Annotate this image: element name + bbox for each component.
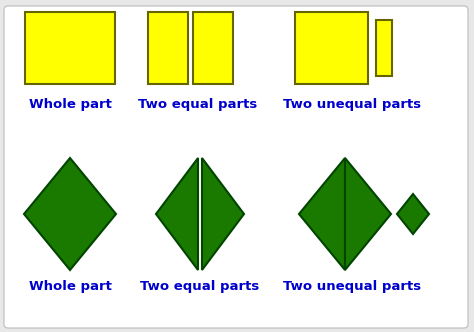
Text: Two unequal parts: Two unequal parts (283, 280, 421, 293)
Bar (193, 12, 233, 84)
Polygon shape (156, 158, 198, 270)
Polygon shape (345, 158, 391, 270)
Bar (148, 12, 188, 84)
Text: Two equal parts: Two equal parts (140, 280, 260, 293)
Text: Whole part: Whole part (28, 98, 111, 111)
Bar (295, 12, 368, 84)
Text: Two unequal parts: Two unequal parts (283, 98, 421, 111)
Polygon shape (299, 158, 345, 270)
FancyBboxPatch shape (4, 6, 468, 328)
Text: Whole part: Whole part (28, 280, 111, 293)
Text: Two equal parts: Two equal parts (138, 98, 258, 111)
Bar (25, 12, 115, 84)
Polygon shape (202, 158, 244, 270)
Polygon shape (397, 194, 429, 234)
Bar (376, 20, 392, 76)
Polygon shape (24, 158, 116, 270)
